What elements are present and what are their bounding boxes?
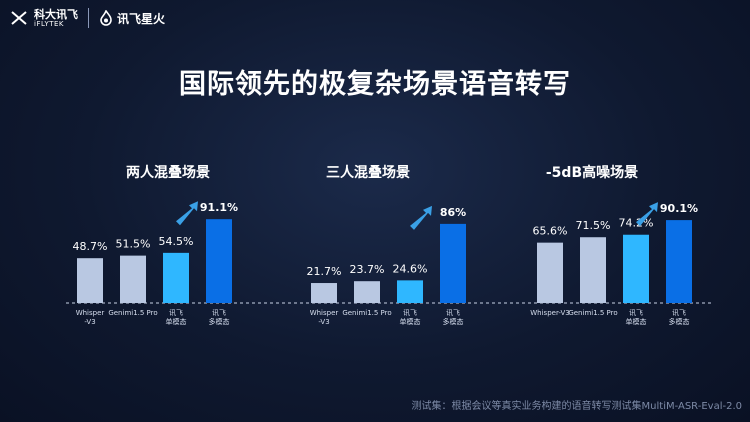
bar-1-3 <box>163 252 189 303</box>
category-label-2-3: 讯飞 <box>403 309 417 317</box>
category-label-1-2: Genimi1.5 Pro <box>108 309 157 317</box>
category-label-2-1: -V3 <box>318 318 329 326</box>
value-label-2-3: 24.6% <box>393 262 428 275</box>
category-label-1-4: 多模态 <box>209 317 230 326</box>
chart-1: 48.7% Whisper-V3 51.5% Genimi1.5 Pro 54.5% 讯飞… <box>73 201 238 326</box>
bar-1-1 <box>77 258 103 303</box>
value-label-2-4: 86% <box>440 206 466 219</box>
category-label-2-4: 多模态 <box>443 317 464 326</box>
trend-arrow-icon-3 <box>636 202 658 227</box>
brand-header: 科大讯飞 iFLYTEK 讯飞星火 <box>10 8 165 28</box>
value-label-2-2: 23.7% <box>350 263 385 276</box>
chart-2: 21.7% Whisper-V3 23.7% Genimi1.5 Pro 24.6% 讯飞… <box>307 205 466 326</box>
bar-3-1 <box>537 242 563 303</box>
trend-arrow-icon-2 <box>410 205 432 230</box>
bar-2-3 <box>397 280 423 303</box>
value-label-2-1: 21.7% <box>307 265 342 278</box>
category-label-2-3: 单模态 <box>400 317 421 326</box>
category-label-3-1: Whisper-V3 <box>530 309 570 317</box>
category-label-1-1: Whisper <box>76 309 105 317</box>
category-label-1-3: 讯飞 <box>169 309 183 317</box>
logo1-subtext: iFLYTEK <box>34 19 65 28</box>
value-label-1-2: 51.5% <box>116 238 151 251</box>
chart-title-3: -5dB高噪场景 <box>545 165 639 181</box>
value-label-1-1: 48.7% <box>73 240 108 253</box>
bar-3-2 <box>580 237 606 303</box>
category-label-2-2: Genimi1.5 Pro <box>342 309 391 317</box>
spark-logo: 讯飞星火 <box>99 10 165 27</box>
iflytek-logo-text: 科大讯飞 iFLYTEK <box>34 9 78 28</box>
chart-title-2: 三人混叠场景 <box>326 165 410 181</box>
bar-2-2 <box>354 281 380 303</box>
category-label-2-1: Whisper <box>310 309 339 317</box>
spark-flame-icon <box>100 10 112 26</box>
bar-2-1 <box>311 283 337 303</box>
bar-1-4 <box>206 219 232 303</box>
category-label-3-4: 多模态 <box>669 317 690 326</box>
value-label-3-2: 71.5% <box>576 219 611 232</box>
category-label-3-4: 讯飞 <box>672 309 686 317</box>
bar-3-3 <box>623 234 649 303</box>
chart-3: 65.6% Whisper-V3 71.5% Genimi1.5 Pro 74.2% 讯飞… <box>530 202 698 326</box>
value-label-1-3: 54.5% <box>159 235 194 248</box>
bar-3-4 <box>666 220 692 303</box>
value-label-3-4: 90.1% <box>660 202 698 215</box>
category-label-1-3: 单模态 <box>166 317 187 326</box>
value-label-3-1: 65.6% <box>533 225 568 238</box>
category-label-3-3: 讯飞 <box>629 309 643 317</box>
category-label-3-2: Genimi1.5 Pro <box>568 309 617 317</box>
value-label-3-3: 74.2% <box>619 217 654 230</box>
footnote: 测试集：根据会议等真实业务构建的语音转写测试集MultiM-ASR-Eval-2… <box>411 401 742 412</box>
iflytek-logo-icon <box>11 11 27 25</box>
category-label-2-4: 讯飞 <box>446 309 460 317</box>
chart-title-1: 两人混叠场景 <box>126 165 210 181</box>
trend-arrow-icon-1 <box>176 201 198 226</box>
category-label-1-1: -V3 <box>84 318 95 326</box>
page-title: 国际领先的极复杂场景语音转写 <box>179 69 571 100</box>
category-label-1-4: 讯飞 <box>212 309 226 317</box>
category-label-3-3: 单模态 <box>626 317 647 326</box>
value-label-1-4: 91.1% <box>200 201 238 214</box>
logo-divider <box>88 8 89 28</box>
logo2-text: 讯飞星火 <box>117 11 166 26</box>
logo1-text: 科大讯飞 <box>34 7 78 21</box>
bar-1-2 <box>120 255 146 303</box>
bar-2-4 <box>440 223 466 303</box>
